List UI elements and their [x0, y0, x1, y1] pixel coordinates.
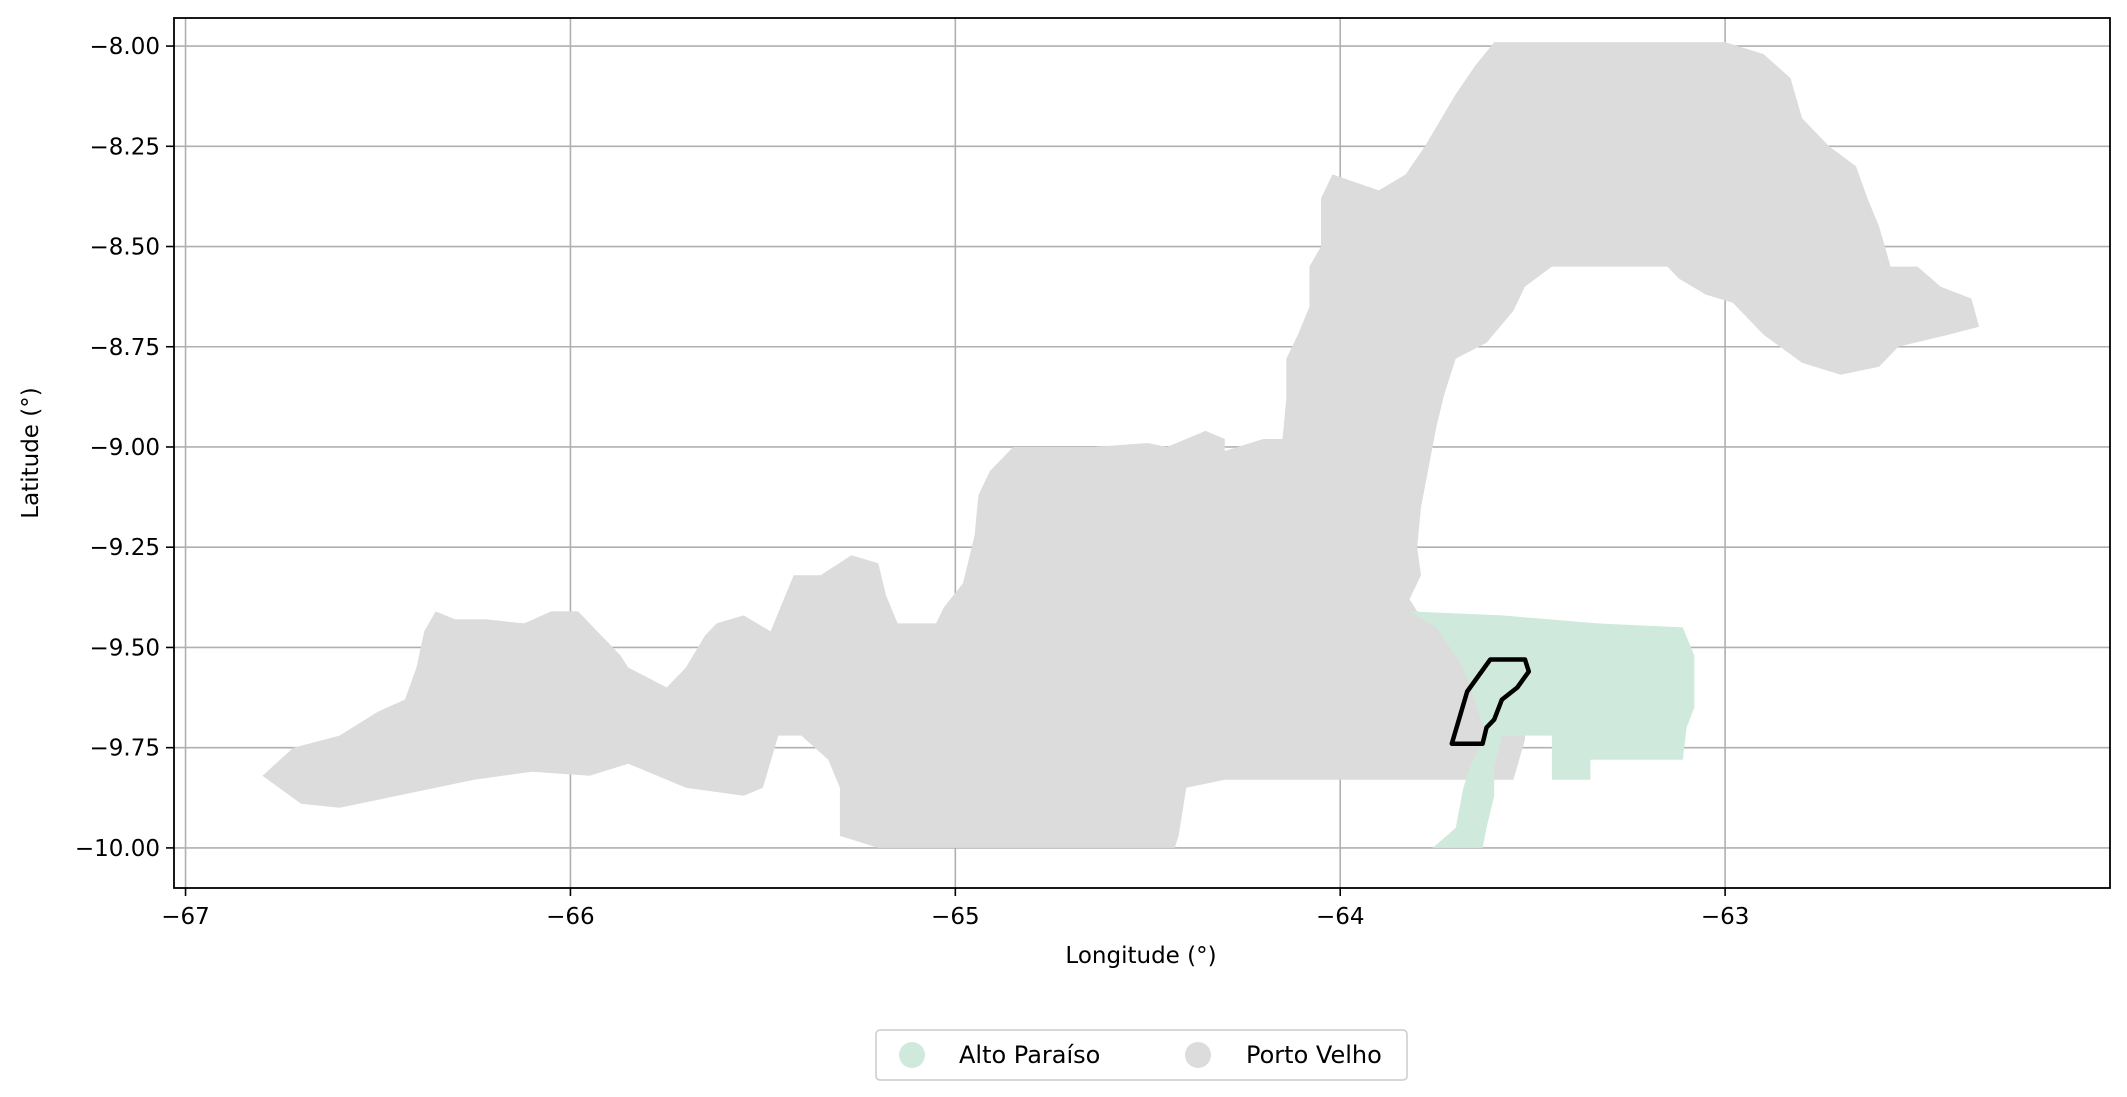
plot-frame [173, 17, 2111, 889]
legend-swatch-alto-paraiso [899, 1042, 925, 1068]
y-tick-label-3: −8.75 [90, 335, 160, 361]
region-porto-velho [262, 42, 1980, 848]
legend-label-porto-velho: Porto Velho [1246, 1041, 1382, 1069]
x-tick-label-3: −64 [1316, 904, 1365, 930]
x-tick-label-2: −65 [931, 904, 980, 930]
legend-box [875, 1029, 1408, 1081]
y-tick-label-2: −8.50 [90, 235, 160, 261]
x-tick-label-1: −66 [546, 904, 595, 930]
legend-label-alto-paraiso: Alto Paraíso [959, 1041, 1100, 1069]
x-tick-label-4: −63 [1701, 904, 1750, 930]
x-axis-ticks: −67 −66 −65 −64 −63 [161, 888, 1749, 930]
y-axis-title: Latitude (°) [18, 387, 44, 518]
y-tick-label-5: −9.25 [90, 535, 160, 561]
legend-swatch-porto-velho [1185, 1042, 1211, 1068]
y-tick-label-1: −8.25 [90, 134, 160, 160]
highlight-polygon [1449, 657, 1532, 746]
y-tick-label-7: −9.75 [90, 736, 160, 762]
x-tick-label-0: −67 [161, 904, 210, 930]
highlight-outline [1449, 657, 1532, 746]
y-tick-label-8: −10.00 [75, 836, 160, 862]
y-tick-label-4: −9.00 [90, 435, 160, 461]
legend: Alto Paraíso Porto Velho [875, 1029, 1408, 1081]
y-axis-ticks: −8.00 −8.25 −8.50 −8.75 −9.00 −9.25 −9.50 −9.75… [75, 34, 174, 862]
y-tick-label-6: −9.50 [90, 635, 160, 661]
x-axis-title: Longitude (°) [1065, 943, 1216, 969]
y-tick-label-0: −8.00 [90, 34, 160, 60]
